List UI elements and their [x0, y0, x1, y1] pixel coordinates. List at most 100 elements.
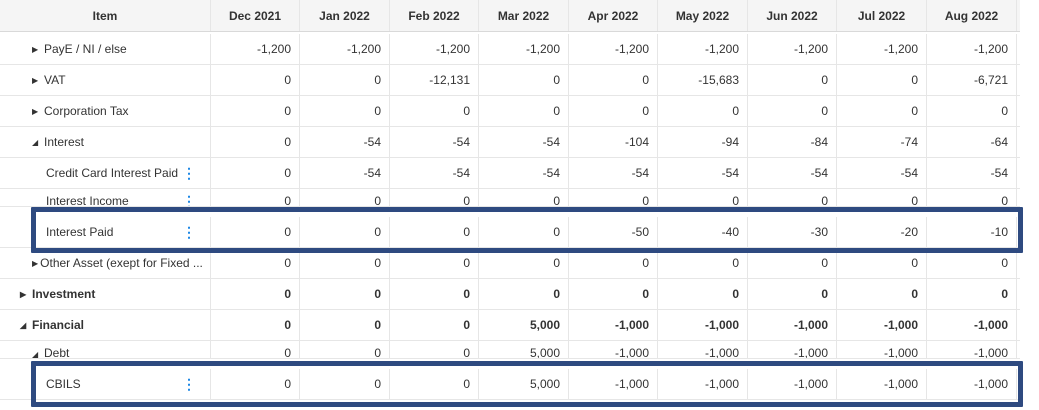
value-cell[interactable]: 0	[300, 217, 390, 247]
value-cell[interactable]: -1,200	[211, 34, 300, 64]
value-cell[interactable]: -64	[927, 127, 1017, 157]
value-cell[interactable]: -1,200	[300, 34, 390, 64]
value-cell[interactable]: 0	[658, 279, 748, 309]
value-cell[interactable]: 0	[390, 279, 479, 309]
value-cell[interactable]: -1,000	[748, 369, 837, 399]
triangle-down-icon[interactable]: ◢	[32, 137, 39, 147]
value-cell[interactable]: -30	[748, 217, 837, 247]
value-cell[interactable]: 0	[300, 341, 390, 358]
value-cell[interactable]: 0	[927, 248, 1017, 278]
value-cell[interactable]: 0	[569, 279, 658, 309]
value-cell[interactable]: 0	[569, 248, 658, 278]
value-cell[interactable]: -1,200	[837, 34, 927, 64]
value-cell[interactable]: 0	[300, 310, 390, 340]
value-cell[interactable]: -6,721	[927, 65, 1017, 95]
value-cell[interactable]: 0	[300, 369, 390, 399]
column-header-item[interactable]: Item	[0, 0, 211, 31]
value-cell[interactable]: 0	[211, 96, 300, 126]
value-cell[interactable]: -1,000	[658, 310, 748, 340]
column-header-month[interactable]: Jun 2022	[748, 0, 837, 31]
value-cell[interactable]: 0	[569, 96, 658, 126]
value-cell[interactable]: 0	[390, 217, 479, 247]
table-row[interactable]: ▶ Corporation Tax 0 0 0 0 0 0 0 0 0	[0, 96, 1020, 127]
table-row[interactable]: ▶ Investment 0 0 0 0 0 0 0 0 0	[0, 279, 1020, 310]
value-cell[interactable]: 0	[837, 96, 927, 126]
triangle-down-icon[interactable]: ◢	[32, 350, 39, 359]
value-cell[interactable]: -40	[658, 217, 748, 247]
value-cell[interactable]: 0	[748, 279, 837, 309]
value-cell[interactable]: 0	[300, 279, 390, 309]
value-cell[interactable]: -54	[300, 127, 390, 157]
value-cell[interactable]: 0	[479, 65, 569, 95]
value-cell[interactable]: -54	[837, 158, 927, 188]
value-cell[interactable]: 0	[569, 65, 658, 95]
value-cell[interactable]: -1,200	[390, 34, 479, 64]
value-cell[interactable]: -1,000	[837, 369, 927, 399]
value-cell[interactable]: 0	[390, 341, 479, 358]
column-header-month[interactable]: Dec 2021	[211, 0, 300, 31]
value-cell[interactable]: -1,200	[748, 34, 837, 64]
value-cell[interactable]: 0	[479, 217, 569, 247]
value-cell[interactable]: 0	[300, 189, 390, 206]
value-cell[interactable]: 0	[927, 189, 1017, 206]
triangle-right-icon[interactable]: ▶	[32, 44, 39, 54]
value-cell[interactable]: -1,200	[658, 34, 748, 64]
table-row[interactable]: CBILS ⋮ 0 0 0 5,000 -1,000 -1,000 -1,000 …	[0, 369, 1020, 400]
value-cell[interactable]: 0	[837, 189, 927, 206]
value-cell[interactable]: -1,000	[927, 341, 1017, 358]
value-cell[interactable]: 0	[837, 248, 927, 278]
value-cell[interactable]: -1,000	[927, 310, 1017, 340]
column-header-month[interactable]: Apr 2022	[569, 0, 658, 31]
value-cell[interactable]: 0	[658, 96, 748, 126]
value-cell[interactable]: 0	[211, 158, 300, 188]
table-row[interactable]: Credit Card Interest Paid ⋮ 0 -54 -54 -54…	[0, 158, 1020, 189]
value-cell[interactable]: 0	[211, 279, 300, 309]
value-cell[interactable]: 0	[211, 310, 300, 340]
value-cell[interactable]: 0	[837, 279, 927, 309]
value-cell[interactable]: -74	[837, 127, 927, 157]
value-cell[interactable]: 0	[927, 279, 1017, 309]
value-cell[interactable]: 0	[390, 310, 479, 340]
value-cell[interactable]: 5,000	[479, 310, 569, 340]
column-header-month[interactable]: Aug 2022	[927, 0, 1017, 31]
table-row[interactable]: Interest Income ⋮ 0 0 0 0 0 0 0 0 0	[0, 189, 1020, 207]
value-cell[interactable]: 0	[390, 248, 479, 278]
value-cell[interactable]: -94	[658, 127, 748, 157]
value-cell[interactable]: 0	[569, 189, 658, 206]
value-cell[interactable]: 5,000	[479, 369, 569, 399]
table-row[interactable]: Interest Paid ⋮ 0 0 0 0 -50 -40 -30 -20 -…	[0, 217, 1020, 248]
value-cell[interactable]: -1,200	[927, 34, 1017, 64]
table-row[interactable]: ◢ Interest 0 -54 -54 -54 -104 -94 -84 -74…	[0, 127, 1020, 158]
value-cell[interactable]: -54	[479, 158, 569, 188]
value-cell[interactable]: -84	[748, 127, 837, 157]
value-cell[interactable]: 0	[211, 65, 300, 95]
value-cell[interactable]: -1,000	[569, 369, 658, 399]
triangle-right-icon[interactable]: ▶	[32, 106, 39, 116]
kebab-menu-icon[interactable]: ⋮	[182, 193, 196, 207]
value-cell[interactable]: 0	[479, 189, 569, 206]
value-cell[interactable]: -54	[390, 158, 479, 188]
column-header-month[interactable]: Jan 2022	[300, 0, 390, 31]
value-cell[interactable]: 0	[748, 65, 837, 95]
kebab-menu-icon[interactable]: ⋮	[182, 165, 196, 181]
value-cell[interactable]: 0	[211, 341, 300, 358]
value-cell[interactable]: 0	[748, 248, 837, 278]
value-cell[interactable]: -54	[479, 127, 569, 157]
value-cell[interactable]: 0	[390, 369, 479, 399]
value-cell[interactable]: -54	[300, 158, 390, 188]
value-cell[interactable]: -1,000	[927, 369, 1017, 399]
value-cell[interactable]: -1,000	[748, 310, 837, 340]
value-cell[interactable]: 5,000	[479, 341, 569, 358]
value-cell[interactable]: 0	[927, 96, 1017, 126]
value-cell[interactable]: 0	[479, 248, 569, 278]
column-header-month[interactable]: Mar 2022	[479, 0, 569, 31]
triangle-right-icon[interactable]: ▶	[32, 75, 39, 85]
triangle-right-icon[interactable]: ▶	[32, 258, 39, 268]
value-cell[interactable]: 0	[748, 189, 837, 206]
table-row[interactable]: ◢ Debt 0 0 0 5,000 -1,000 -1,000 -1,000 -…	[0, 341, 1020, 359]
value-cell[interactable]: 0	[211, 189, 300, 206]
value-cell[interactable]: 0	[390, 96, 479, 126]
table-row[interactable]: ▶ VAT 0 0 -12,131 0 0 -15,683 0 0 -6,721	[0, 65, 1020, 96]
value-cell[interactable]: -1,000	[569, 310, 658, 340]
value-cell[interactable]: 0	[211, 127, 300, 157]
